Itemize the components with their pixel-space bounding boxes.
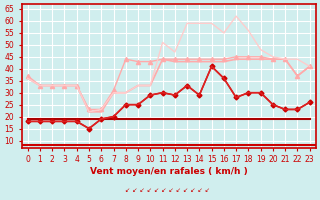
X-axis label: Vent moyen/en rafales ( km/h ): Vent moyen/en rafales ( km/h ) bbox=[90, 167, 248, 176]
Text: ↙ ↙ ↙ ↙ ↙ ↙ ↙ ↙ ↙ ↙ ↙ ↙: ↙ ↙ ↙ ↙ ↙ ↙ ↙ ↙ ↙ ↙ ↙ ↙ bbox=[125, 188, 212, 193]
